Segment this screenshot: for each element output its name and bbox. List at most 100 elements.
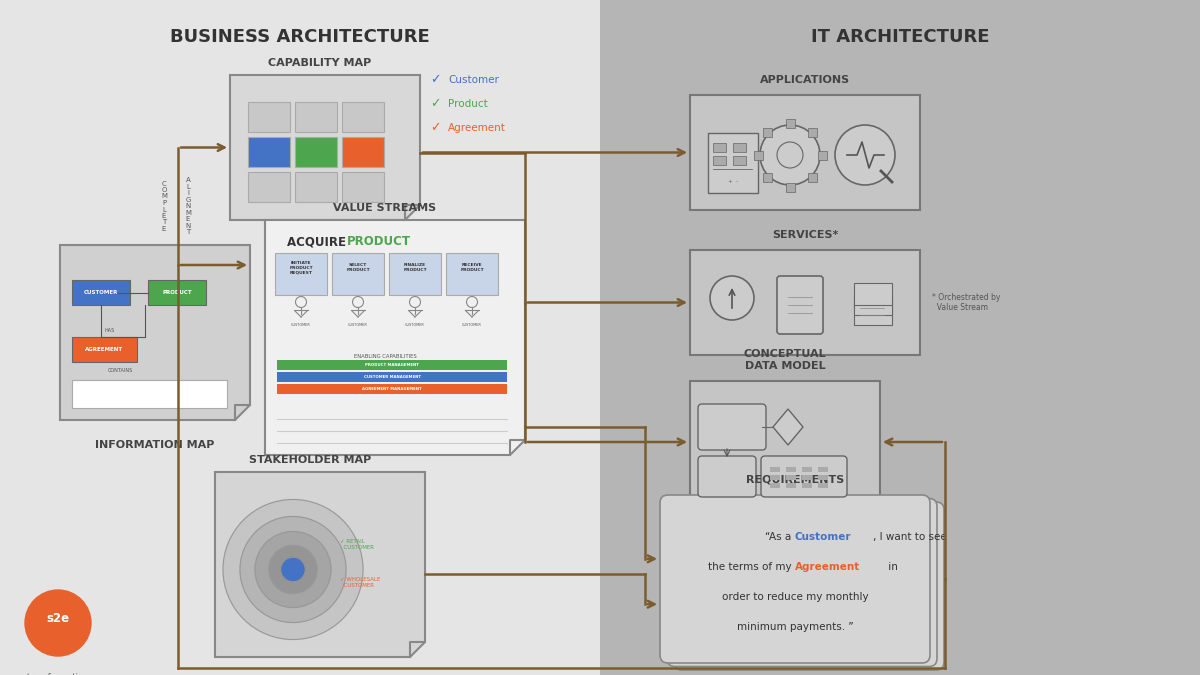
Bar (248, 172, 290, 202)
Bar (690, 95, 920, 210)
Bar (690, 381, 880, 503)
Text: APPLICATIONS: APPLICATIONS (760, 75, 850, 85)
FancyBboxPatch shape (761, 456, 847, 497)
Bar (713, 156, 726, 165)
Circle shape (282, 558, 304, 580)
Bar (817, 151, 827, 159)
Text: PRODUCT: PRODUCT (347, 236, 410, 248)
Bar (818, 475, 828, 480)
Circle shape (710, 276, 754, 320)
Text: REQUIREMENTS: REQUIREMENTS (746, 475, 844, 485)
Polygon shape (230, 75, 420, 220)
Text: BUSINESS ARCHITECTURE: BUSINESS ARCHITECTURE (170, 28, 430, 46)
Text: ✓ RETAIL
  CUSTOMER: ✓ RETAIL CUSTOMER (340, 539, 374, 550)
Text: CONCEPTUAL
DATA MODEL: CONCEPTUAL DATA MODEL (744, 350, 827, 371)
Circle shape (25, 590, 91, 656)
Text: AGREEMENT MANAGEMENT: AGREEMENT MANAGEMENT (362, 387, 422, 391)
Text: Customer: Customer (448, 75, 499, 85)
Text: SERVICES*: SERVICES* (772, 230, 838, 240)
Bar (0, 0, 600, 675)
Text: transformation: transformation (26, 674, 89, 675)
Text: PRODUCT: PRODUCT (162, 290, 192, 295)
Polygon shape (60, 245, 250, 420)
Text: CUSTOMER: CUSTOMER (84, 290, 118, 295)
Bar (763, 173, 772, 182)
Bar (708, 133, 758, 193)
Text: , I want to see: , I want to see (872, 532, 947, 542)
Bar (786, 475, 796, 480)
Bar (770, 467, 780, 472)
Text: ENABLING CAPABILITIES: ENABLING CAPABILITIES (354, 354, 416, 360)
Text: Product: Product (448, 99, 487, 109)
Text: the terms of my: the terms of my (708, 562, 794, 572)
Bar (248, 102, 290, 132)
Bar (600, 0, 1200, 675)
Text: IT ARCHITECTURE: IT ARCHITECTURE (811, 28, 989, 46)
Bar (690, 250, 920, 355)
Bar (854, 303, 892, 325)
Circle shape (269, 545, 317, 593)
Text: AGREEMENT: AGREEMENT (85, 347, 124, 352)
Bar (72, 280, 130, 305)
Bar (277, 360, 508, 370)
FancyBboxPatch shape (778, 276, 823, 334)
Circle shape (281, 558, 305, 581)
Text: CUSTOMER: CUSTOMER (348, 323, 368, 327)
Bar (72, 380, 227, 408)
Circle shape (240, 516, 346, 622)
Bar (148, 280, 206, 305)
Text: A
L
I
G
N
M
E
N
T: A L I G N M E N T (185, 178, 191, 236)
Text: ACQUIRE: ACQUIRE (287, 236, 350, 248)
Bar (818, 483, 828, 488)
Text: ✓ WHOLESALE
  CUSTOMER: ✓ WHOLESALE CUSTOMER (340, 577, 380, 588)
Polygon shape (773, 409, 803, 445)
Text: ✓: ✓ (430, 74, 440, 86)
Circle shape (223, 500, 364, 639)
Text: SELECT
PRODUCT: SELECT PRODUCT (346, 263, 370, 272)
FancyBboxPatch shape (667, 499, 937, 666)
Bar (295, 137, 337, 167)
Bar (770, 475, 780, 480)
Circle shape (256, 531, 331, 608)
Bar (248, 137, 290, 167)
Bar (786, 483, 796, 488)
Text: STAKEHOLDER MAP: STAKEHOLDER MAP (248, 455, 371, 465)
Bar (332, 253, 384, 295)
Text: * Orchestrated by
  Value Stream: * Orchestrated by Value Stream (932, 293, 1001, 313)
Bar (342, 102, 384, 132)
Circle shape (835, 125, 895, 185)
Bar (72, 337, 137, 362)
Bar (808, 173, 817, 182)
Bar (733, 156, 746, 165)
FancyBboxPatch shape (698, 404, 766, 450)
FancyBboxPatch shape (660, 495, 930, 663)
Text: +  -: + - (728, 180, 738, 184)
Text: VALUE STREAMS: VALUE STREAMS (334, 203, 437, 213)
Text: ✓: ✓ (430, 122, 440, 134)
Text: INITIATE
PRODUCT
REQUEST: INITIATE PRODUCT REQUEST (289, 261, 313, 274)
Bar (786, 182, 794, 192)
Bar (389, 253, 442, 295)
Polygon shape (215, 472, 425, 657)
Text: CUSTOMER MANAGEMENT: CUSTOMER MANAGEMENT (364, 375, 420, 379)
Text: minimum payments. ”: minimum payments. ” (737, 622, 853, 632)
Text: in: in (886, 562, 898, 572)
Bar (802, 475, 812, 480)
Text: “As a: “As a (766, 532, 794, 542)
Text: Agreement: Agreement (794, 562, 860, 572)
Text: PRODUCT MANAGEMENT: PRODUCT MANAGEMENT (365, 363, 419, 367)
Text: CUSTOMER: CUSTOMER (462, 323, 482, 327)
Bar (275, 253, 326, 295)
Polygon shape (265, 220, 526, 455)
Bar (818, 467, 828, 472)
Bar (277, 384, 508, 394)
Text: C
O
M
P
L
E
T
E: C O M P L E T E (161, 180, 167, 232)
Text: CUSTOMER: CUSTOMER (292, 323, 311, 327)
Text: Customer: Customer (794, 532, 852, 542)
Text: CUSTOMER: CUSTOMER (406, 323, 425, 327)
Circle shape (760, 125, 820, 185)
Bar (802, 467, 812, 472)
Text: INFORMATION MAP: INFORMATION MAP (95, 440, 215, 450)
Bar (808, 128, 817, 137)
Text: RECEIVE
PRODUCT: RECEIVE PRODUCT (460, 263, 484, 272)
